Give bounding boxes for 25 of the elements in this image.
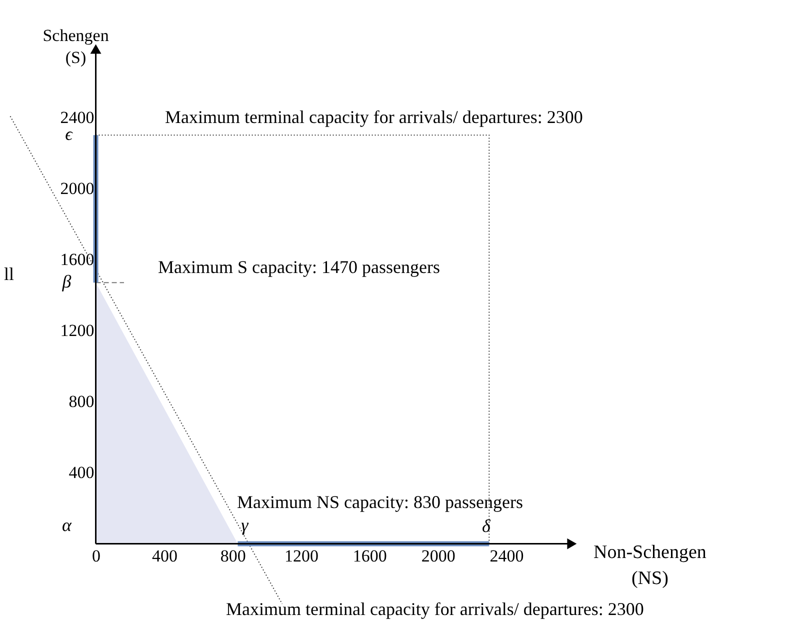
x-tick-label: 0 — [92, 546, 101, 566]
y-axis-title: Schengen (S) — [42, 26, 110, 68]
y-tick-label: 800 — [68, 392, 94, 412]
annotation: Maximum NS capacity: 830 passengers — [237, 492, 523, 512]
annotation: Maximum terminal capacity for arrivals/ departures: 2300 — [226, 599, 644, 619]
x-tick-label: 2000 — [421, 546, 456, 566]
y-tick-label: 400 — [68, 463, 94, 482]
annotation: Maximum terminal capacity for arrivals/ departures: 2300 — [165, 107, 583, 127]
x-axis-title: Non-Schengen (NS) — [593, 542, 707, 589]
y-tick-label: 1600 — [60, 250, 94, 269]
annotation: α — [62, 514, 72, 535]
annotation: δ — [482, 516, 491, 536]
y-tick-label: 2400 — [60, 108, 94, 127]
annotation: ϵ — [65, 124, 74, 144]
x-tick-label: 1200 — [284, 546, 319, 566]
annotation: ll — [4, 264, 14, 284]
annotation: Maximum S capacity: 1470 passengers — [158, 257, 440, 277]
x-tick-label: 400 — [152, 546, 178, 566]
annotation: β — [61, 272, 72, 292]
y-tick-label: 2000 — [60, 178, 94, 198]
x-tick-label: 2400 — [490, 546, 524, 566]
x-tick-label: 800 — [220, 546, 246, 566]
y-tick-label: 1200 — [60, 321, 94, 340]
x-tick-label: 1600 — [352, 546, 387, 566]
annotation: γ — [241, 514, 250, 535]
